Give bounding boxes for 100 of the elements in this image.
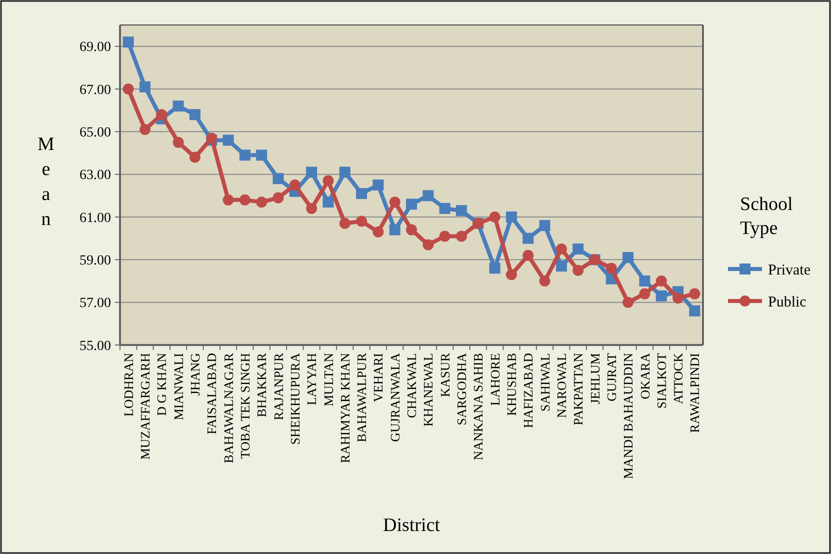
point (122, 36, 134, 48)
point (222, 194, 234, 206)
point (356, 188, 368, 200)
point (156, 109, 168, 120)
x-tick-label: VEHARI (370, 353, 386, 402)
y-tick-label: 57.00 (80, 296, 111, 312)
point (456, 205, 467, 216)
point (272, 192, 284, 204)
x-tick-label: MANDI BAHAUDDIN (620, 352, 636, 480)
x-tick-label: ATTOCK (670, 352, 686, 404)
x-tick-label: KHANEWAL (420, 352, 436, 427)
y-tick-label: 65.00 (80, 126, 111, 141)
x-tick-label: GUJRANWALA (387, 352, 402, 442)
x-tick-label: JEHLUM (587, 352, 602, 404)
x-tick-label: KASUR (437, 352, 452, 398)
y-tick-label: 67.00 (80, 82, 111, 98)
point (556, 260, 567, 272)
y-axis-title: Mean (38, 134, 55, 230)
point (322, 175, 334, 186)
y-tick-label: 59.00 (80, 254, 111, 269)
point (489, 262, 500, 274)
x-tick-label: BAHAWALNAGAR (220, 352, 236, 464)
point (656, 276, 667, 286)
point (272, 173, 284, 184)
point (189, 152, 200, 163)
legend-label: Public (768, 294, 807, 310)
x-tick-label: HAFIZABAD (520, 353, 536, 428)
point (389, 196, 400, 208)
point (306, 202, 318, 214)
legend-label: Private (768, 262, 811, 278)
x-tick-label: RAJANPUR (270, 352, 286, 420)
x-tick-label: D G KHAN (154, 352, 170, 416)
point (422, 239, 434, 250)
point (439, 202, 450, 214)
x-tick-label: BAHAWALPUR (354, 352, 370, 442)
point (172, 136, 184, 148)
point (406, 224, 417, 236)
point (489, 212, 500, 222)
point (139, 81, 150, 92)
x-tick-label: BHAKKAR (254, 352, 270, 418)
point (256, 150, 268, 161)
x-tick-label: SHEIKHUPURA (287, 352, 302, 445)
x-tick-label: RAWALPINDI (687, 353, 702, 433)
x-tick-label: NANKANA SAHIB (470, 352, 486, 460)
point (572, 244, 584, 254)
point (689, 305, 700, 316)
point (572, 264, 584, 276)
x-tick-label: MUZAFFARGARH (138, 353, 153, 460)
point (356, 216, 368, 227)
point (239, 194, 250, 206)
x-axis-title: District (383, 515, 441, 536)
x-tick-label: SAHIWAL (537, 352, 552, 412)
x-tick-label: CHAKWAL (404, 352, 420, 418)
point (189, 109, 200, 120)
point (422, 190, 434, 202)
point (439, 230, 450, 242)
point (506, 269, 517, 280)
x-tick-label: RAHIMYAR KHAN (337, 352, 352, 464)
x-tick-label: SARGODHA (454, 352, 470, 426)
x-tick-label: TOBA TEK SINGH (237, 353, 252, 459)
point (539, 220, 550, 232)
legend-title: School Type (740, 194, 793, 239)
x-tick-label: LAYYAH (304, 353, 320, 406)
point (656, 290, 667, 302)
point (339, 218, 350, 229)
y-tick-label: 69.00 (80, 40, 111, 56)
y-tick-label: 61.00 (80, 210, 111, 226)
x-tick-label: MIANWALI (170, 353, 186, 420)
point (239, 150, 250, 161)
point (506, 212, 517, 222)
point (306, 166, 318, 178)
point (222, 134, 234, 146)
point (389, 224, 400, 236)
x-tick-label: SIALKOT (654, 352, 669, 409)
point (522, 232, 534, 244)
point (522, 250, 534, 261)
x-tick-label: LODHRAN (120, 352, 136, 417)
x-tick-label: PAKPATTAN (570, 352, 586, 426)
point (289, 180, 300, 190)
point (372, 180, 384, 190)
point (556, 244, 567, 254)
y-tick-label: 63.00 (80, 168, 111, 184)
x-tick-label: NAROWAL (554, 352, 569, 418)
point (122, 84, 134, 94)
x-tick-label: FAISALABAD (204, 353, 220, 434)
point (256, 196, 268, 208)
point (622, 252, 634, 264)
point (606, 262, 617, 274)
point (322, 196, 334, 208)
x-tick-label: JHANG (188, 353, 203, 396)
point (172, 100, 184, 112)
point (406, 198, 417, 210)
x-tick-label: OKARA (637, 352, 652, 400)
x-tick-label: GUJRAT (604, 352, 619, 402)
point (689, 288, 700, 300)
point (639, 288, 650, 300)
x-tick-label: KHUSHAB (504, 352, 519, 416)
x-tick-label: LAHORE (487, 352, 502, 406)
point (339, 166, 350, 178)
point (622, 296, 634, 308)
